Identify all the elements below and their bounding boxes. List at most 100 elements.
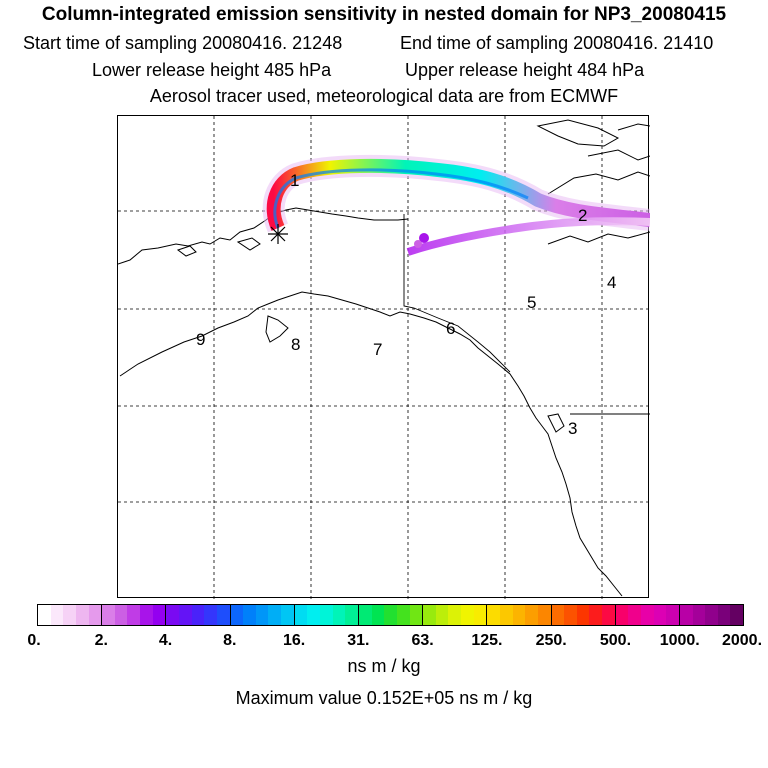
color-swatch — [179, 605, 192, 625]
color-swatch — [358, 605, 372, 625]
color-swatch — [717, 605, 731, 625]
color-bar-tick-label: 500. — [599, 632, 632, 649]
tracer-info: Aerosol tracer used, meteorological data… — [149, 86, 619, 106]
color-bar-tick-label: 8. — [223, 632, 237, 649]
graticule — [118, 116, 650, 599]
color-bar-tick-label: 2. — [94, 632, 108, 649]
color-bar-tick-label: 0. — [27, 632, 41, 649]
map-label-6: 6 — [446, 319, 456, 338]
color-swatch — [102, 605, 115, 625]
color-swatch — [653, 605, 667, 625]
color-swatch — [38, 605, 51, 625]
color-swatch — [191, 605, 205, 625]
color-swatch — [679, 605, 693, 625]
color-bar-tick-label: 4. — [158, 632, 173, 649]
color-swatch — [461, 605, 474, 625]
map-label-7: 7 — [373, 340, 383, 359]
color-swatch — [307, 605, 321, 625]
color-swatch — [692, 605, 706, 625]
color-swatch — [730, 605, 744, 625]
color-swatch — [332, 605, 346, 625]
color-swatch — [166, 605, 180, 625]
map-label-2: 2 — [578, 206, 588, 225]
color-swatch — [512, 605, 526, 625]
color-swatch — [88, 605, 102, 625]
color-swatch — [243, 605, 256, 625]
color-bar-tick-label: 2000. — [721, 632, 763, 649]
color-bar — [37, 604, 744, 626]
color-swatch — [230, 605, 244, 625]
color-bar-interval — [679, 605, 744, 625]
color-swatch — [396, 605, 410, 625]
map-label-9: 9 — [196, 330, 206, 349]
end-time: End time of sampling 20080416. 21410 — [400, 33, 714, 53]
map-canvas — [118, 116, 650, 599]
color-swatch — [576, 605, 590, 625]
color-swatch — [371, 605, 385, 625]
color-swatch — [628, 605, 641, 625]
lower-release-height: Lower release height 485 hPa — [92, 60, 332, 80]
political-borders — [403, 214, 650, 415]
map-label-4: 4 — [607, 273, 617, 292]
color-bar-tick-label: 16. — [282, 632, 306, 649]
color-bar-interval — [102, 605, 167, 625]
color-swatch — [281, 605, 294, 625]
map-label-8: 8 — [291, 335, 301, 354]
color-swatch — [345, 605, 358, 625]
color-swatch — [204, 605, 217, 625]
color-swatch — [589, 605, 603, 625]
color-bar-interval — [294, 605, 359, 625]
color-swatch — [127, 605, 141, 625]
color-swatch — [435, 605, 449, 625]
color-swatch — [705, 605, 718, 625]
color-swatch — [602, 605, 615, 625]
color-swatch — [114, 605, 128, 625]
map-label-3: 3 — [568, 419, 578, 438]
color-swatch — [320, 605, 333, 625]
color-bar-tick-label: 1000. — [659, 632, 700, 649]
color-swatch — [50, 605, 64, 625]
color-bar-interval — [423, 605, 488, 625]
color-swatch — [294, 605, 308, 625]
color-swatch — [473, 605, 487, 625]
color-bar-tick-label: 250. — [535, 632, 567, 649]
color-swatch — [640, 605, 654, 625]
color-swatch — [63, 605, 76, 625]
color-bar-interval — [38, 605, 103, 625]
color-bar-tick-label: 125. — [471, 632, 503, 649]
color-swatch — [448, 605, 462, 625]
color-swatch — [551, 605, 565, 625]
color-swatch — [268, 605, 282, 625]
map-label-5: 5 — [527, 293, 537, 312]
map-panel: 1 2 3 4 5 6 7 8 9 — [117, 115, 650, 599]
color-swatch — [537, 605, 551, 625]
color-swatch — [564, 605, 577, 625]
color-bar-interval — [487, 605, 552, 625]
color-swatch — [75, 605, 89, 625]
color-swatch — [499, 605, 513, 625]
coastlines — [118, 119, 650, 597]
color-swatch — [525, 605, 538, 625]
color-bar-interval — [615, 605, 680, 625]
color-swatch — [615, 605, 629, 625]
color-swatch — [152, 605, 166, 625]
maximum-value: Maximum value 0.152E+05 ns m / kg — [235, 688, 533, 708]
color-swatch — [216, 605, 230, 625]
color-swatch — [140, 605, 153, 625]
start-time: Start time of sampling 20080416. 21248 — [23, 33, 343, 53]
color-bar-interval — [551, 605, 616, 625]
color-swatch — [423, 605, 436, 625]
color-swatch — [666, 605, 679, 625]
color-bar-interval — [230, 605, 295, 625]
color-bar-tick-label: 31. — [347, 632, 370, 649]
emission-sensitivity-plume — [262, 154, 650, 256]
color-bar-interval — [358, 605, 424, 625]
color-bar-interval — [166, 605, 231, 625]
color-swatch — [487, 605, 500, 625]
color-swatch — [409, 605, 423, 625]
upper-release-height: Upper release height 484 hPa — [405, 60, 645, 80]
color-swatch — [384, 605, 397, 625]
map-label-1: 1 — [290, 171, 300, 190]
asterisk-release-point — [268, 224, 288, 244]
color-bar-tick-label: 63. — [411, 632, 434, 649]
